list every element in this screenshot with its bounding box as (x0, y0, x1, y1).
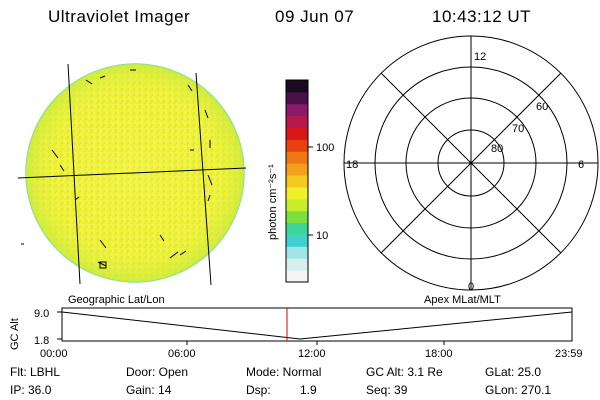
date-label: 09 Jun 07 (275, 7, 355, 26)
colorbar-segment (286, 210, 308, 224)
xtick-2359: 23:59 (555, 348, 583, 360)
glat-status: GLat: 25.0 (485, 365, 542, 379)
colorbar-segment (286, 80, 308, 93)
colorbar-segment (286, 198, 308, 212)
mode-status: Mode: Normal (246, 365, 322, 379)
xtick-1800: 18:00 (425, 348, 453, 360)
colorbar-segment (286, 163, 308, 176)
seq-status: Seq: 39 (366, 383, 408, 397)
mlt-label-12: 12 (474, 51, 486, 63)
colorbar-tick-100: 100 (316, 142, 334, 154)
mlt-label-18: 18 (346, 159, 358, 171)
ytick-9: 9.0 (34, 308, 49, 320)
geographic-latlon-label: Geographic Lat/Lon (68, 294, 165, 306)
colorbar-segment (286, 246, 308, 259)
polar-mlat-mlt-plot (343, 35, 599, 291)
dsp-status-value: 1.9 (300, 383, 317, 397)
color-scale-bar (285, 79, 309, 283)
colorbar-segment (286, 103, 308, 117)
filter-status: Flt: LBHL (10, 365, 61, 379)
xtick-0600: 06:00 (168, 348, 196, 360)
colorbar-segment (286, 258, 308, 271)
mlt-label-6: 6 (578, 159, 584, 171)
colorbar-segment (286, 270, 308, 283)
gc-altitude-timeline (57, 307, 573, 345)
colorbar-segment (286, 127, 308, 140)
dsp-status-label: Dsp: (246, 383, 271, 397)
xtick-0000: 00:00 (40, 348, 68, 360)
ytick-1-8: 1.8 (34, 335, 49, 347)
colorbar-segment (286, 115, 308, 129)
gain-status: Gain: 14 (126, 383, 172, 397)
colorbar-border (285, 79, 309, 283)
colorbar-segment (286, 91, 308, 105)
instrument-title: Ultraviolet Imager (48, 7, 191, 26)
colorbar-segment (286, 186, 308, 200)
colorbar-segment (286, 151, 308, 164)
lat-label-80: 80 (491, 143, 503, 155)
colorbar-segment (286, 175, 308, 188)
colorbar-segment (286, 222, 308, 235)
colorbar-unit-label: photon cm⁻²s⁻¹ (267, 164, 279, 240)
apex-mlat-mlt-label: Apex MLat/MLT (424, 294, 501, 306)
earth-image (17, 63, 247, 286)
mlt-label-0: 0 (468, 281, 474, 293)
colorbar-segment (286, 234, 308, 247)
lat-label-60: 60 (536, 101, 548, 113)
colorbar-tick-10: 10 (316, 230, 328, 242)
door-status: Door: Open (126, 365, 189, 379)
colorbar-segment (286, 139, 308, 152)
time-label: 10:43:12 UT (432, 7, 532, 26)
ip-status: IP: 36.0 (10, 383, 52, 397)
glon-status: GLon: 270.1 (485, 383, 552, 397)
lat-label-70: 70 (512, 123, 524, 135)
timeline-ylabel: GC Alt (9, 318, 21, 350)
gc-alt-status: GC Alt: 3.1 Re (366, 365, 443, 379)
xtick-1200: 12:00 (298, 348, 326, 360)
